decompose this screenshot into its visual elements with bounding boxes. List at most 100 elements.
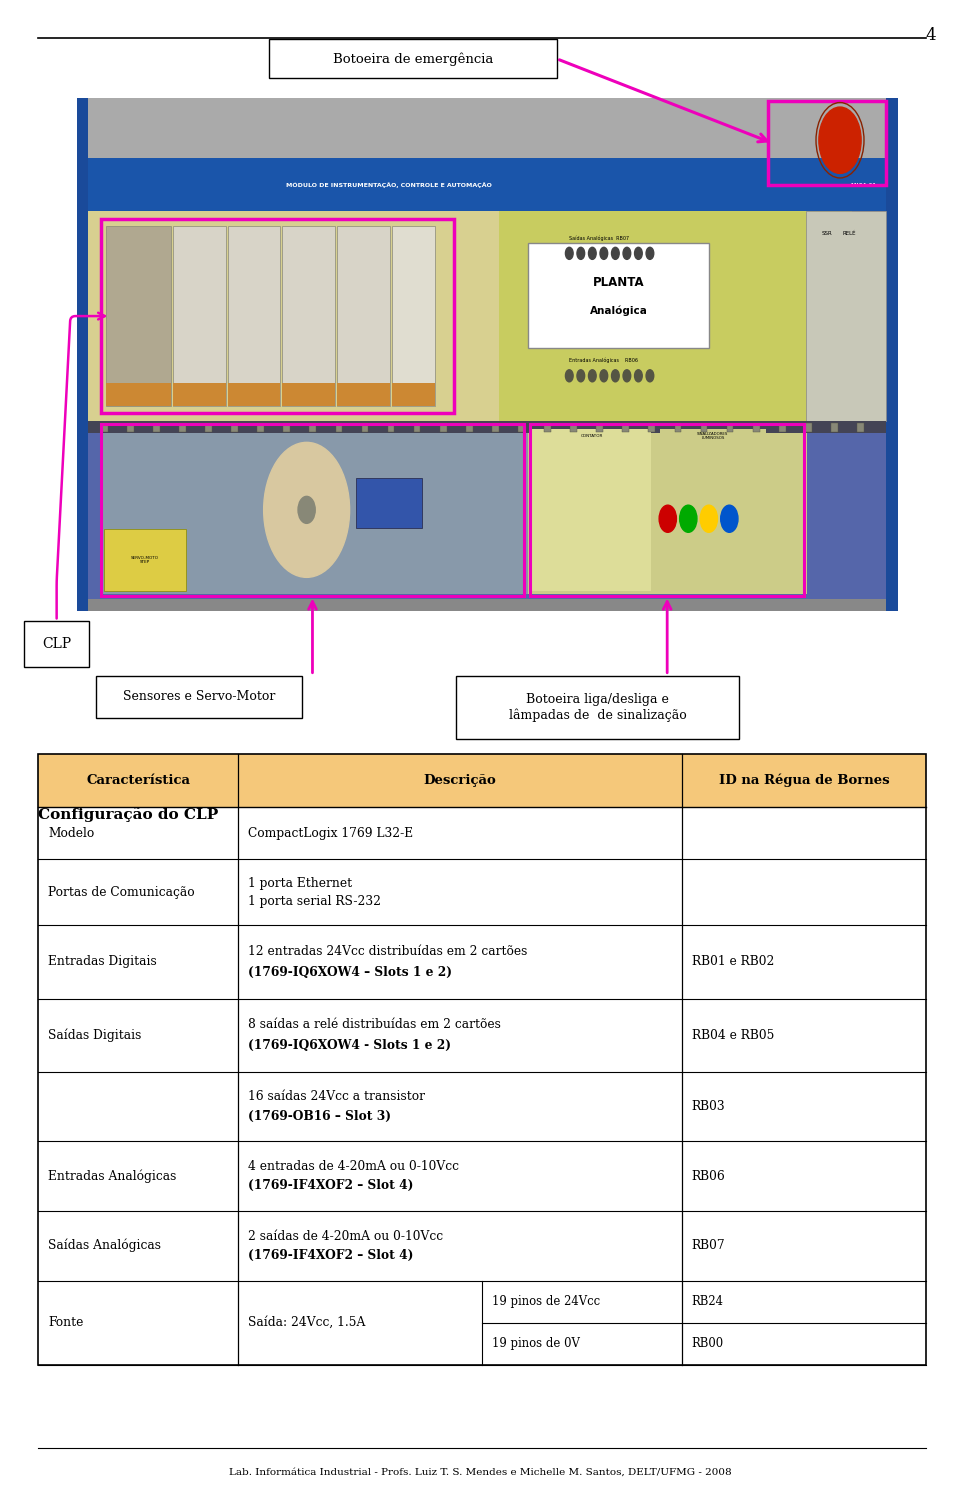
Circle shape: [680, 505, 697, 532]
Circle shape: [612, 369, 619, 382]
Text: Saídas Digitais: Saídas Digitais: [48, 1028, 141, 1042]
Text: Entradas Analógicas    RB06: Entradas Analógicas RB06: [569, 357, 638, 363]
Bar: [96, 676, 302, 718]
Bar: [173, 226, 226, 406]
Bar: [533, 428, 652, 591]
Text: Analógica: Analógica: [589, 306, 647, 317]
Text: CompactLogix 1769 L32-E: CompactLogix 1769 L32-E: [248, 826, 413, 840]
Bar: [779, 422, 785, 431]
Bar: [414, 422, 420, 431]
Text: RB24: RB24: [692, 1295, 724, 1307]
Text: Entradas Analógicas: Entradas Analógicas: [48, 1169, 177, 1182]
Text: Portas de Comunicação: Portas de Comunicação: [48, 885, 195, 899]
Bar: [179, 422, 185, 431]
Text: Saídas Analógicas: Saídas Analógicas: [48, 1240, 161, 1253]
Bar: [753, 422, 759, 431]
Bar: [440, 422, 446, 431]
Bar: [231, 422, 238, 431]
Bar: [337, 226, 390, 406]
Bar: [309, 422, 316, 431]
Text: 2 saídas de 4-20mA ou 0-10Vcc: 2 saídas de 4-20mA ou 0-10Vcc: [248, 1229, 443, 1243]
Circle shape: [635, 247, 642, 259]
Bar: [768, 101, 886, 185]
Bar: [88, 421, 886, 599]
Circle shape: [623, 369, 631, 382]
Text: Característica: Característica: [86, 774, 190, 787]
Text: (1769-IF4XOF2 – Slot 4): (1769-IF4XOF2 – Slot 4): [248, 1249, 413, 1262]
Bar: [269, 39, 557, 78]
Bar: [282, 383, 335, 406]
Text: Botoeira de emergência: Botoeira de emergência: [332, 53, 493, 65]
Bar: [336, 422, 343, 431]
Circle shape: [264, 442, 349, 578]
Text: Saídas Analógicas  RB07: Saídas Analógicas RB07: [569, 235, 630, 241]
Text: 4 entradas de 4-20mA ou 0-10Vcc: 4 entradas de 4-20mA ou 0-10Vcc: [248, 1160, 459, 1173]
Text: 19 pinos de 24Vcc: 19 pinos de 24Vcc: [492, 1295, 600, 1307]
Text: Principais componentes do MICA.: Principais componentes do MICA.: [418, 774, 637, 787]
Text: PLANTA: PLANTA: [592, 276, 644, 290]
Bar: [77, 98, 88, 611]
Bar: [544, 422, 551, 431]
Bar: [38, 754, 926, 1365]
Text: Modelo: Modelo: [48, 826, 94, 840]
Text: Lab. Informática Industrial - Profs. Luiz T. S. Mendes e Michelle M. Santos, DEL: Lab. Informática Industrial - Profs. Lui…: [228, 1467, 732, 1476]
Text: Figura 5:: Figura 5:: [355, 774, 420, 787]
Circle shape: [612, 247, 619, 259]
Bar: [88, 98, 886, 158]
Circle shape: [819, 107, 861, 173]
Bar: [530, 424, 804, 596]
Circle shape: [721, 505, 738, 532]
Bar: [499, 211, 852, 421]
Bar: [649, 422, 656, 431]
Bar: [101, 425, 528, 594]
Circle shape: [588, 369, 596, 382]
Text: CLP: CLP: [42, 636, 71, 651]
Bar: [101, 422, 108, 431]
Text: RELÉ: RELÉ: [843, 231, 856, 237]
Text: ID na Régua de Bornes: ID na Régua de Bornes: [719, 774, 890, 787]
Bar: [228, 226, 280, 406]
Bar: [528, 243, 708, 347]
Text: Entradas Digitais: Entradas Digitais: [48, 956, 156, 968]
Text: 16 saídas 24Vcc a transistor: 16 saídas 24Vcc a transistor: [248, 1090, 424, 1104]
Bar: [701, 422, 708, 431]
Text: (1769-OB16 – Slot 3): (1769-OB16 – Slot 3): [248, 1110, 391, 1123]
Bar: [337, 383, 390, 406]
Bar: [831, 422, 838, 431]
Text: Descrição: Descrição: [423, 774, 496, 787]
Text: CONTATOR: CONTATOR: [581, 434, 604, 439]
Text: MICA 01: MICA 01: [852, 182, 876, 188]
Bar: [466, 422, 472, 431]
Circle shape: [700, 505, 717, 532]
Bar: [518, 422, 525, 431]
Bar: [283, 422, 290, 431]
Bar: [456, 676, 739, 739]
Bar: [356, 478, 421, 528]
Circle shape: [623, 247, 631, 259]
Bar: [106, 383, 171, 406]
Bar: [127, 422, 133, 431]
Bar: [106, 226, 171, 406]
Circle shape: [565, 247, 573, 259]
Text: RB07: RB07: [692, 1240, 726, 1252]
Bar: [104, 529, 185, 591]
Circle shape: [660, 505, 677, 532]
Bar: [804, 422, 812, 431]
Bar: [596, 422, 603, 431]
Bar: [88, 421, 886, 433]
Bar: [660, 428, 766, 591]
Text: RB01 e RB02: RB01 e RB02: [692, 956, 774, 968]
Text: SERVO-MOTO
STEP: SERVO-MOTO STEP: [131, 556, 158, 564]
Text: Configuração do CLP: Configuração do CLP: [38, 807, 219, 822]
Bar: [205, 422, 212, 431]
Bar: [857, 422, 864, 431]
Bar: [492, 422, 499, 431]
Text: RB06: RB06: [692, 1170, 726, 1182]
Text: (1769-IQ6XOW4 – Slots 1 e 2): (1769-IQ6XOW4 – Slots 1 e 2): [248, 965, 452, 979]
Bar: [806, 211, 886, 421]
Text: SSR: SSR: [821, 231, 832, 237]
Text: 8 saídas a relé distribuídas em 2 cartões: 8 saídas a relé distribuídas em 2 cartõe…: [248, 1018, 501, 1031]
Text: Botoeira liga/desliga e
lâmpadas de  de sinalização: Botoeira liga/desliga e lâmpadas de de s…: [509, 694, 686, 721]
Bar: [24, 621, 89, 667]
Bar: [727, 422, 733, 431]
